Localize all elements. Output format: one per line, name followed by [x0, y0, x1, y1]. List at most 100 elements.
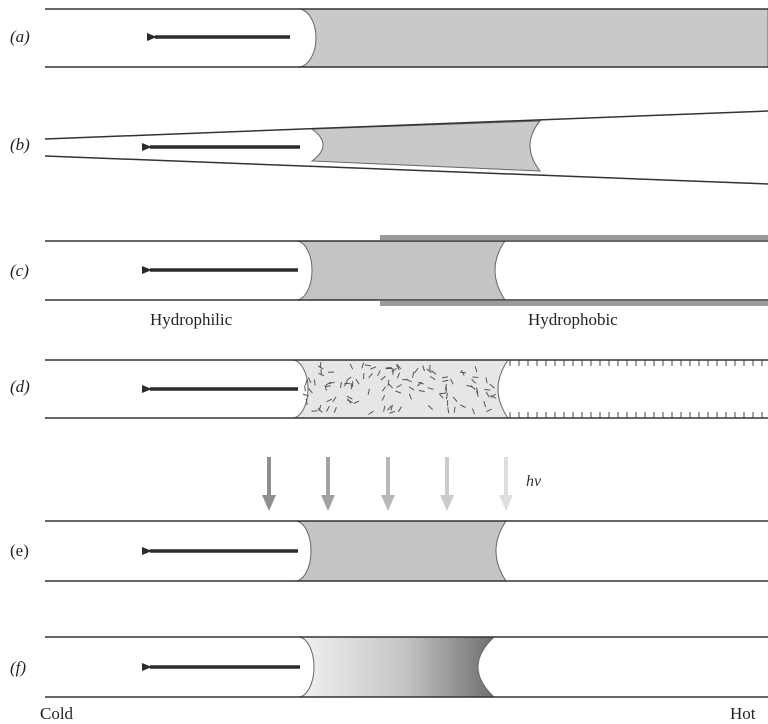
particle — [326, 398, 333, 403]
particle — [325, 381, 332, 386]
liquid-slug — [310, 120, 542, 172]
particle — [489, 383, 495, 389]
hydrophilic-label: Hydrophilic — [150, 310, 233, 329]
hot-label: Hot — [730, 704, 756, 723]
particle — [471, 408, 476, 415]
particle — [471, 378, 477, 384]
particle — [430, 370, 437, 375]
hydrophobic-coating-top — [380, 235, 768, 240]
particle — [396, 372, 401, 379]
particle — [417, 381, 424, 385]
particle — [333, 407, 337, 413]
particle — [426, 368, 432, 374]
particle — [396, 364, 400, 371]
temperature-gradient-slug — [297, 636, 496, 698]
hydrophobic-label: Hydrophobic — [528, 310, 618, 329]
particle — [396, 363, 402, 370]
particle — [447, 407, 450, 414]
particle — [485, 391, 490, 398]
liquid-slug — [291, 359, 509, 419]
particle — [346, 376, 352, 381]
particle — [377, 370, 381, 377]
particle — [395, 390, 402, 394]
particle — [349, 363, 354, 370]
particle — [311, 410, 318, 412]
particle — [307, 377, 312, 384]
particle — [442, 376, 449, 379]
particle — [324, 384, 327, 391]
panel-a: (a) — [10, 8, 768, 68]
particle — [485, 377, 488, 384]
particle — [317, 407, 323, 413]
particle — [445, 387, 447, 394]
particle — [387, 379, 390, 386]
particle — [340, 381, 342, 388]
particle — [470, 385, 476, 390]
particle — [475, 387, 479, 394]
particle — [387, 405, 392, 411]
light-arrow — [381, 457, 395, 511]
particle — [484, 388, 491, 391]
particle — [383, 405, 386, 412]
particle — [353, 400, 360, 405]
liquid-slug — [295, 240, 506, 301]
panel-label-e: (e) — [10, 541, 29, 560]
particle — [408, 386, 415, 391]
particle — [381, 395, 386, 401]
particle — [446, 393, 448, 400]
particle — [490, 393, 496, 398]
panel-c: (c) Hydrophilic Hydrophobic — [10, 235, 768, 329]
panel-label-f: (f) — [10, 658, 26, 677]
panel-f: (f) Cold Hot — [10, 636, 768, 723]
panel-e: (e) — [10, 520, 768, 582]
particle — [490, 395, 497, 399]
particle — [408, 393, 412, 400]
channel-wall-top — [44, 110, 768, 140]
particle — [452, 396, 458, 403]
particle — [427, 405, 434, 410]
particle — [332, 396, 337, 403]
light-arrow — [499, 457, 513, 511]
light-arrow — [262, 457, 276, 511]
particle — [305, 378, 308, 386]
cold-label: Cold — [40, 704, 74, 723]
particle — [325, 406, 330, 412]
particle — [439, 392, 446, 395]
particle — [385, 367, 392, 369]
particle — [364, 364, 371, 367]
panel-label-a: (a) — [10, 27, 30, 46]
light-arrow — [440, 457, 454, 511]
particle — [417, 381, 423, 387]
particle — [427, 387, 434, 390]
panel-label-d: (d) — [10, 377, 30, 396]
particle — [355, 378, 360, 385]
particle — [388, 383, 394, 389]
particle — [390, 404, 393, 411]
particle — [411, 371, 415, 378]
particle — [305, 398, 308, 405]
particle — [328, 381, 335, 385]
particle — [380, 375, 386, 381]
particle — [314, 379, 316, 386]
liquid-slug — [297, 8, 768, 68]
particle — [453, 406, 456, 413]
particle — [483, 401, 487, 408]
particle — [302, 393, 309, 397]
particle — [429, 376, 436, 381]
particle — [474, 366, 478, 373]
particle — [347, 398, 352, 404]
particle — [460, 370, 465, 376]
particle — [459, 404, 466, 408]
particle — [304, 385, 306, 392]
particle — [317, 365, 324, 370]
particle — [381, 386, 387, 392]
channel-wall-bottom — [44, 155, 768, 185]
particle — [476, 390, 479, 397]
particle — [472, 376, 479, 378]
particle — [450, 378, 454, 385]
particle — [486, 408, 492, 413]
particle — [308, 388, 313, 394]
panel-label-b: (b) — [10, 135, 30, 154]
particle — [396, 384, 403, 388]
